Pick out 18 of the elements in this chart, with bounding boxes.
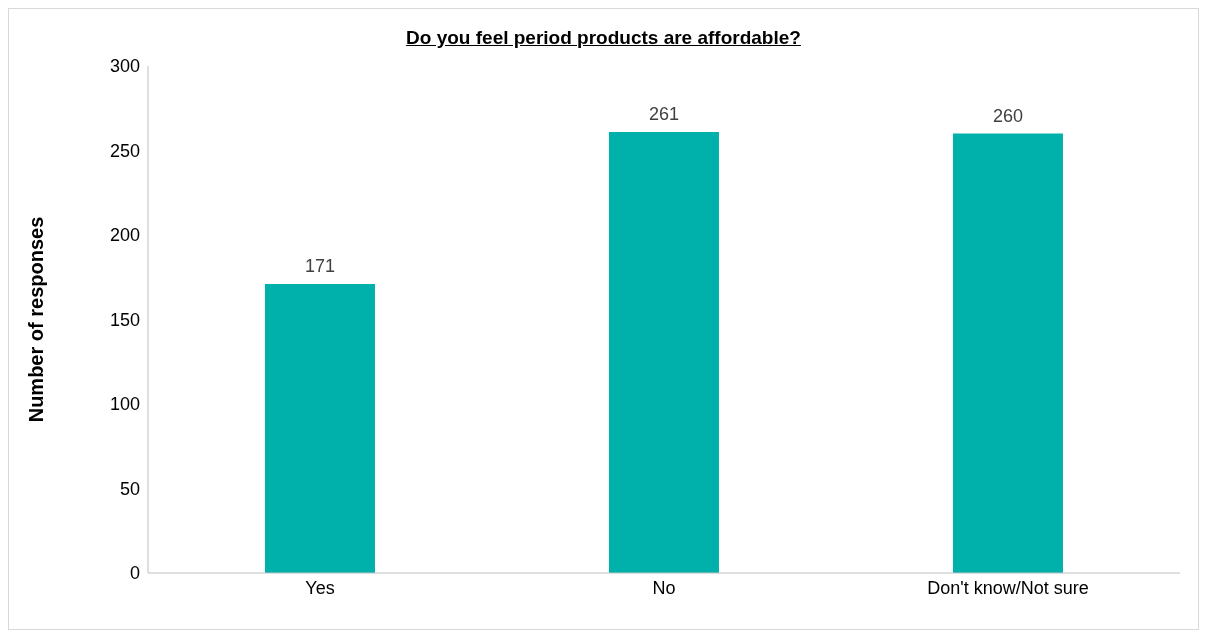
bar <box>952 133 1063 573</box>
data-label: 261 <box>648 103 679 124</box>
y-tick-label: 250 <box>109 140 140 161</box>
y-tick-label: 50 <box>119 478 140 499</box>
y-tick-label: 150 <box>109 309 140 330</box>
x-tick-label: Don't know/Not sure <box>927 577 1089 598</box>
y-tick-label: 100 <box>109 394 140 415</box>
bar <box>608 131 719 573</box>
y-axis-title: Number of responses <box>25 216 48 423</box>
y-tick-label: 200 <box>109 225 140 246</box>
x-tick-label: Yes <box>305 577 335 598</box>
data-label: 171 <box>304 256 335 277</box>
y-tick-label: 300 <box>109 56 140 77</box>
x-tick-label: No <box>652 577 676 598</box>
chart-title: Do you feel period products are affordable? <box>405 27 802 49</box>
data-label: 260 <box>992 105 1023 126</box>
bar <box>264 284 375 573</box>
y-tick-label: 0 <box>129 563 140 584</box>
